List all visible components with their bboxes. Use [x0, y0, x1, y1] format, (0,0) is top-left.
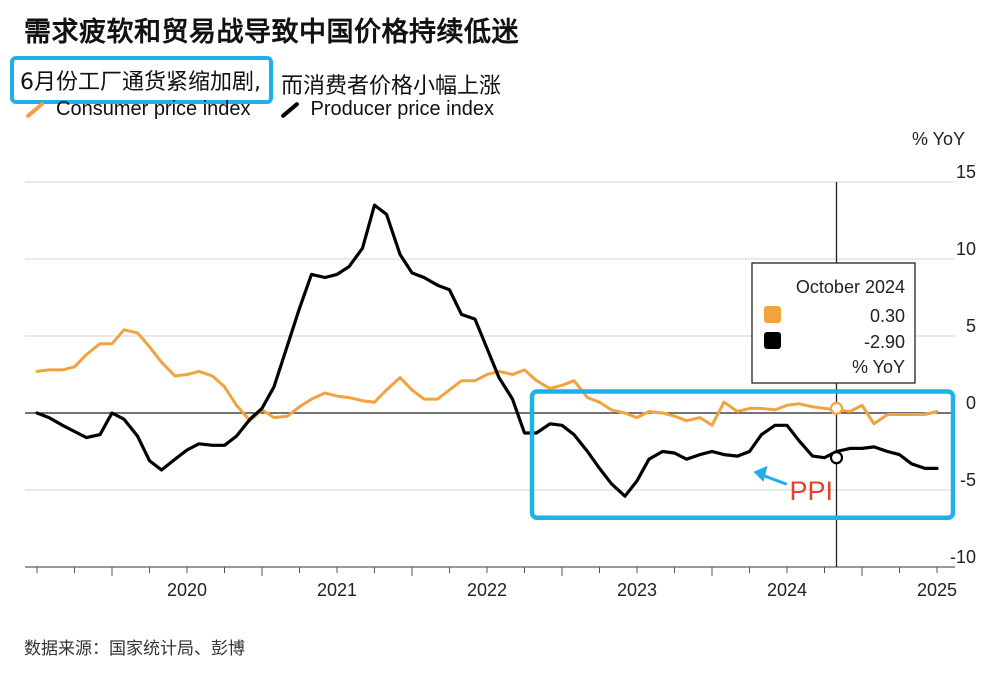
tooltip-value-cpi: 0.30: [870, 306, 905, 326]
y-tick-label: 5: [966, 316, 976, 336]
series-line-ppi: [35, 203, 939, 498]
x-tick-label: 2021: [317, 580, 357, 600]
annotation-label-ppi: PPI: [790, 476, 834, 506]
x-tick-label: 2025: [917, 580, 957, 600]
tooltip-value-ppi: -2.90: [864, 332, 905, 352]
subtitle-highlight-box: 6月份工厂通货紧缩加剧,: [10, 56, 273, 104]
crosshair-marker-ppi: [829, 451, 844, 465]
legend-label-ppi: Producer price index: [310, 98, 494, 120]
tooltip-box: [751, 262, 916, 384]
x-tick-label: 2022: [467, 580, 507, 600]
annotation-arrow-head: [753, 465, 768, 482]
y-tick-label: 0: [966, 393, 976, 413]
legend-item-ppi: Producer price index: [279, 98, 494, 121]
chart-subtitle: 6月份工厂通货紧缩加剧, 而消费者价格小幅上涨: [10, 56, 502, 108]
y-axis-unit-label: % YoY: [912, 129, 965, 149]
legend-label-cpi: Consumer price index: [56, 98, 251, 120]
series-line-cpi: [35, 328, 939, 427]
tooltip-title: October 2024: [796, 277, 905, 297]
chart-legend: Consumer price index Producer price inde…: [24, 98, 522, 121]
y-tick-label: -10: [950, 547, 976, 567]
ppi-highlight-box: [529, 389, 956, 520]
x-tick-label: 2024: [767, 580, 807, 600]
tooltip-unit: % YoY: [852, 357, 905, 377]
legend-item-cpi: Consumer price index: [24, 98, 251, 121]
subtitle-rest-text: 而消费者价格小幅上涨: [281, 74, 502, 99]
crosshair-marker-cpi: [829, 401, 844, 415]
x-tick-label: 2023: [617, 580, 657, 600]
annotation-arrow-line: [760, 473, 787, 486]
x-tick-label: 2020: [167, 580, 207, 600]
source-note: 数据来源：国家统计局、彭博: [24, 639, 245, 659]
y-tick-label: 15: [956, 162, 976, 182]
subtitle-highlight-text: 6月份工厂通货紧缩加剧,: [20, 70, 261, 95]
y-tick-label: -5: [960, 470, 976, 490]
tooltip-swatch-cpi: [764, 306, 781, 323]
y-tick-label: 10: [956, 239, 976, 259]
tooltip-swatch-ppi: [764, 332, 781, 349]
chart-title: 需求疲软和贸易战导致中国价格持续低迷: [24, 17, 519, 48]
